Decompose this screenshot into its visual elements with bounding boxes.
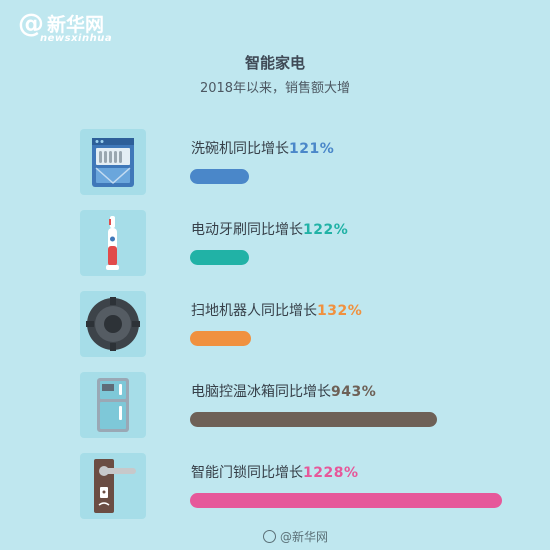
category-label: 智能门锁 [191, 465, 247, 481]
robot-vacuum-icon [80, 291, 146, 357]
xinhua-logo: @ 新华网 newsxinhua [18, 10, 113, 45]
refrigerator-icon [80, 372, 146, 438]
label-suffix: 同比增长 [247, 465, 303, 481]
label-suffix: 同比增长 [261, 303, 317, 319]
bar [190, 250, 250, 265]
label-suffix: 同比增长 [233, 141, 289, 157]
dishwasher-icon [80, 129, 146, 195]
weibo-icon [263, 530, 276, 543]
bar [190, 412, 437, 427]
row-label: 扫地机器人同比增长132% [191, 300, 362, 320]
data-label: 132% [317, 303, 363, 319]
watermark: @新华网 [263, 528, 328, 545]
logo-main: @ 新华网 [18, 10, 112, 37]
watermark-text: @新华网 [280, 530, 329, 544]
chart-subtitle: 2018年以来，销售额大增 [199, 81, 351, 96]
data-label: 1228% [303, 465, 359, 481]
label-suffix: 同比增长 [275, 384, 331, 400]
row-label: 电脑控温冰箱同比增长943% [191, 381, 376, 401]
bar [190, 169, 249, 184]
bar [190, 493, 502, 508]
data-label: 122% [303, 222, 349, 238]
bar [190, 331, 252, 346]
row-label: 电动牙刷同比增长122% [191, 219, 348, 239]
category-label: 扫地机器人 [191, 303, 261, 319]
logo-at-symbol: @ [18, 8, 44, 39]
smart-lock-icon [80, 453, 146, 519]
label-suffix: 同比增长 [247, 222, 303, 238]
category-label: 电脑控温冰箱 [191, 384, 275, 400]
row-label: 智能门锁同比增长1228% [191, 462, 359, 482]
category-label: 电动牙刷 [191, 222, 247, 238]
data-label: 943% [331, 384, 377, 400]
row-label: 洗碗机同比增长121% [191, 138, 334, 158]
chart-title: 智能家电 [244, 54, 305, 72]
data-label: 121% [289, 141, 335, 157]
electric-toothbrush-icon [80, 210, 146, 276]
logo-name-en: newsxinhua [40, 33, 113, 44]
logo-name-cn: 新华网 [47, 14, 105, 36]
category-label: 洗碗机 [191, 141, 233, 157]
